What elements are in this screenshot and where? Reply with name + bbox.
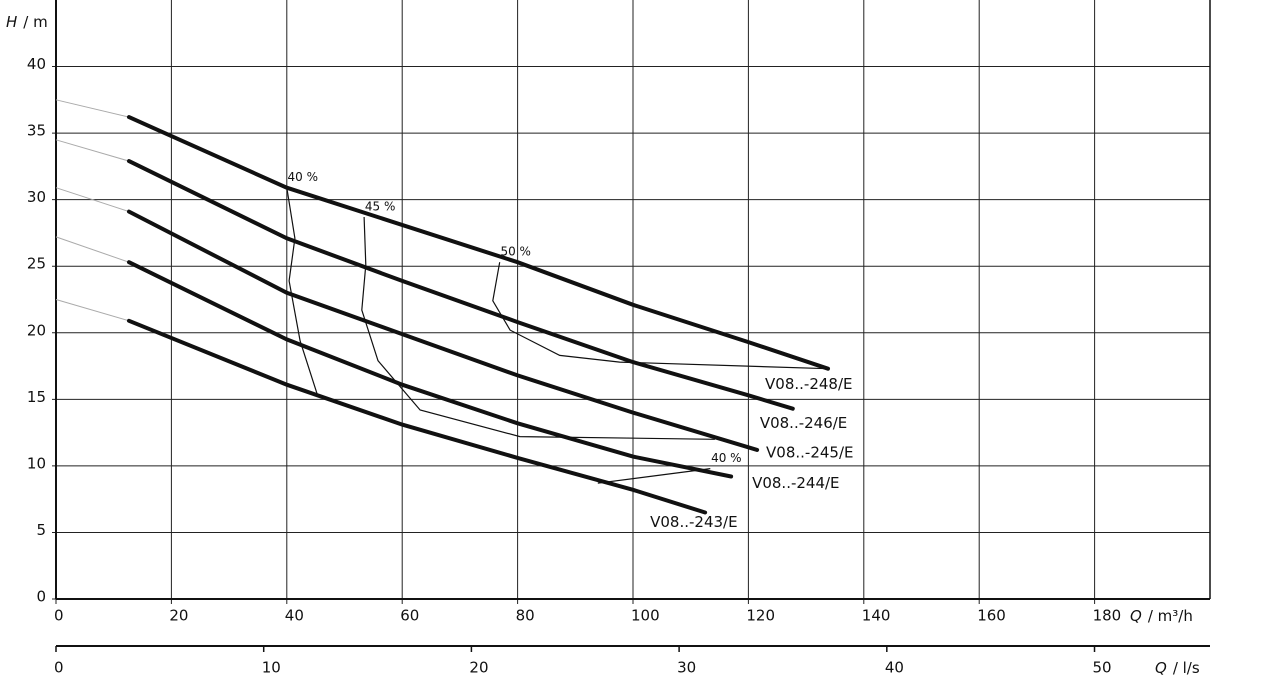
x-tick-label: 0	[54, 607, 64, 625]
curve-label: V08..-243/E	[650, 513, 737, 531]
efficiency-label: 45 %	[365, 199, 396, 213]
x-tick-label: 180	[1093, 607, 1122, 625]
x-tick-label: 120	[746, 607, 775, 625]
x2-tick-label: 20	[469, 659, 488, 677]
x-tick-label: 40	[285, 607, 304, 625]
x2-tick-label: 30	[677, 659, 696, 677]
x2-tick-label: 40	[885, 659, 904, 677]
pump-curve	[127, 159, 795, 411]
y-tick-label: 35	[27, 122, 46, 140]
x2-axis-symbol: Q	[1155, 659, 1167, 677]
x-tick-label: 160	[977, 607, 1006, 625]
x-tick-label: 140	[862, 607, 891, 625]
efficiency-label: 50 %	[500, 245, 531, 259]
curve-label: V08..-245/E	[766, 443, 853, 461]
y-tick-label: 5	[36, 521, 46, 539]
pump-curve	[127, 209, 760, 452]
y-tick-label: 40	[27, 55, 46, 73]
x-axis-symbol: Q	[1130, 607, 1142, 625]
y-tick-label: 10	[27, 454, 46, 472]
x2-axis-unit: / l/s	[1173, 659, 1200, 677]
curve-extension	[55, 299, 130, 322]
efficiency-line	[286, 187, 319, 397]
x2-tick-label: 50	[1093, 659, 1112, 677]
efficiency-line	[361, 216, 715, 440]
x-tick-label: 20	[169, 607, 188, 625]
y-axis-label: H / m	[6, 13, 48, 31]
x-tick-label: 100	[631, 607, 660, 625]
curve-extension	[55, 187, 130, 213]
pump-curve	[127, 260, 734, 479]
pump-curve	[127, 318, 708, 515]
curve-label: V08..-248/E	[765, 375, 852, 393]
curve-extension	[55, 139, 130, 162]
y-tick-label: 25	[27, 255, 46, 273]
x-axis-unit: / m³/h	[1148, 607, 1193, 625]
efficiency-label: 40 %	[288, 170, 319, 184]
curve-extension	[55, 99, 130, 118]
curve-label: V08..-244/E	[752, 474, 839, 492]
efficiency-line	[597, 468, 711, 484]
curve-label: V08..-246/E	[760, 414, 847, 432]
efficiency-line	[492, 262, 829, 370]
y-tick-label: 20	[27, 321, 46, 339]
efficiency-label: 40 %	[711, 451, 742, 465]
y-axis-symbol: H	[6, 13, 17, 31]
x-tick-label: 80	[516, 607, 535, 625]
y-tick-label: 15	[27, 388, 46, 406]
pump-curve	[127, 115, 830, 371]
y-tick-label: 30	[27, 188, 46, 206]
y-tick-label: 0	[36, 588, 46, 606]
x-tick-label: 60	[400, 607, 419, 625]
x2-axis-label: Q / l/s	[1155, 659, 1200, 677]
y-axis-unit: / m	[23, 13, 47, 31]
x2-tick-label: 10	[262, 659, 281, 677]
x-axis-label: Q / m³/h	[1130, 607, 1193, 625]
curve-extension	[55, 236, 130, 263]
x2-tick-label: 0	[54, 659, 64, 677]
